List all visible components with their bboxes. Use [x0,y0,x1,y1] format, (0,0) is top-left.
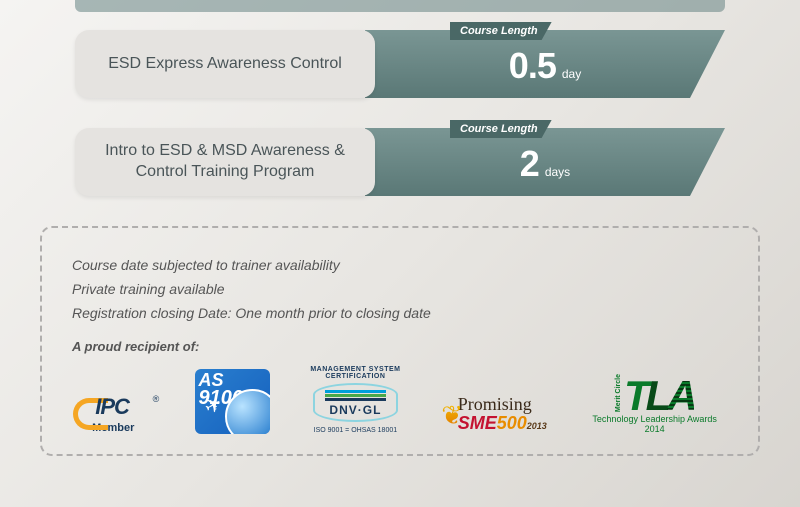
course-length-label: Course Length [450,120,552,138]
length-unit: day [562,67,581,81]
logo-ipc: IPC ® Member [72,390,155,434]
length-unit: days [545,165,570,179]
course-title-card: Intro to ESD & MSD Awareness & Control T… [75,128,375,196]
tla-subtitle: Technology Leadership Awards 2014 [581,414,728,434]
sme-word: Promising [458,395,547,413]
dnv-sub: ISO 9001 = OHSAS 18001 [314,427,397,434]
tla-main: Merit Circle T L A [616,374,694,412]
bar-icon [325,390,386,393]
course-list: ESD Express Awareness Control Course Len… [0,0,800,196]
sme-brand-b: 500 [497,413,527,433]
as9100-badge: AS 9100 ✈ [195,369,270,434]
course-length-banner: Course Length 0.5 day [365,30,725,98]
info-box: Course date subjected to trainer availab… [40,226,760,456]
logo-dnv-gl: MANAGEMENT SYSTEM CERTIFICATION DNV·GL I… [310,366,402,434]
tla-side-text: Merit Circle [616,374,622,412]
dnv-bars-icon [325,390,386,401]
length-number: 2 [520,143,539,185]
top-divider [75,0,725,12]
course-length-label: Course Length [450,22,552,40]
course-row: Intro to ESD & MSD Awareness & Control T… [75,128,725,196]
bar-icon [325,398,386,401]
note-line: Course date subjected to trainer availab… [72,254,728,278]
tla-letters: T L A [624,379,694,413]
logo-row: IPC ® Member AS 9100 ✈ MANAGEMENT SYSTEM… [72,366,728,434]
sme-year: 2013 [527,421,547,431]
sme-text-block: Promising SME5002013 [458,395,547,434]
ipc-swoosh-icon: IPC ® [73,390,153,420]
sme-brand-a: SME [458,413,497,433]
course-title: Intro to ESD & MSD Awareness & Control T… [93,141,357,183]
note-line: Private training available [72,278,728,302]
course-row: ESD Express Awareness Control Course Len… [75,30,725,98]
flame-icon: ❦ [441,400,463,431]
tla-l: L [646,379,668,413]
sme-brand: SME5002013 [458,413,547,434]
recipient-label: A proud recipient of: [72,339,728,354]
dnv-oval: DNV·GL [313,383,398,422]
course-length-banner: Course Length 2 days [365,128,725,196]
ipc-registered: ® [153,394,160,404]
note-line: Registration closing Date: One month pri… [72,302,728,326]
course-title: ESD Express Awareness Control [108,54,342,75]
ipc-text: IPC [95,394,129,420]
dnv-arc-text: MANAGEMENT SYSTEM CERTIFICATION [310,366,402,380]
length-number: 0.5 [509,45,556,87]
logo-as9100: AS 9100 ✈ [195,369,270,434]
dnv-name: DNV·GL [315,403,396,417]
tla-t: T [624,379,646,413]
course-length-value: 0.5 day [509,45,581,87]
tla-a: A [667,379,693,413]
bar-icon [325,394,386,397]
logo-tla: Merit Circle T L A Technology Leadership… [581,374,728,434]
course-title-card: ESD Express Awareness Control [75,30,375,98]
logo-promising-sme: ❦ Promising SME5002013 [441,395,541,434]
course-length-value: 2 days [520,143,570,185]
